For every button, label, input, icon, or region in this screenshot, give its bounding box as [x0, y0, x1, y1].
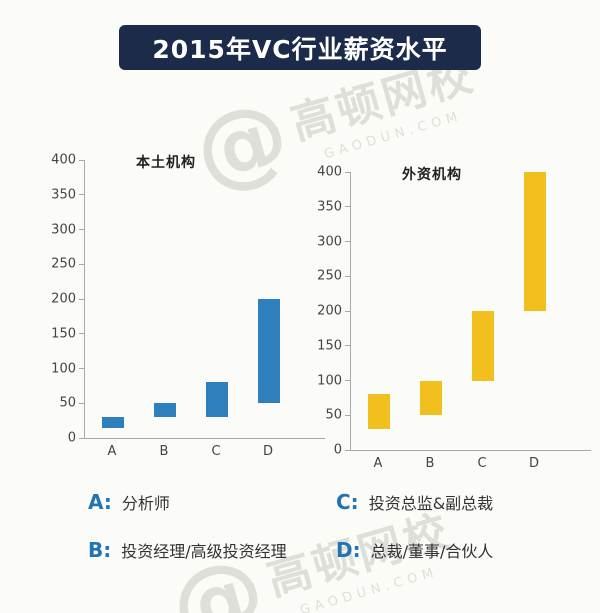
x-axis-labels: A B C D: [350, 451, 590, 473]
y-tick-mark: [79, 333, 84, 335]
chart-foreign: 外资机构 0 50 100 150 200 250 300 350 400 A B C D: [317, 166, 596, 474]
x-tick-label: A: [373, 456, 383, 471]
y-tick-label: 100: [317, 373, 342, 388]
page-title: 2015年VC行业薪资水平: [152, 34, 448, 64]
legend-key: D:: [336, 538, 361, 562]
y-axis-labels: 0 50 100 150 200 250 300 350 400: [317, 166, 350, 457]
y-tick-label: 0: [333, 442, 342, 458]
legend-item-a: A: 分析师: [88, 490, 336, 514]
y-tick-label: 250: [51, 256, 76, 272]
page-title-banner: 2015年VC行业薪资水平: [119, 25, 481, 70]
watermark-subtext: GAODUN.COM: [298, 564, 440, 613]
y-tick-mark: [345, 310, 350, 312]
range-bar-D: [258, 299, 280, 404]
x-tick-label: A: [107, 444, 117, 459]
y-tick-mark: [345, 345, 350, 347]
range-bar-A: [368, 394, 390, 430]
y-tick-mark: [79, 263, 84, 265]
range-bar-B: [154, 403, 176, 418]
y-tick-mark: [345, 171, 350, 173]
y-tick-mark: [345, 449, 350, 451]
plot-area-domestic: [79, 159, 325, 439]
chart-title-domestic: 本土机构: [136, 155, 196, 171]
legend-label: 投资经理/高级投资经理: [121, 542, 287, 561]
legend-key: B:: [88, 538, 112, 562]
y-tick-mark: [345, 380, 350, 381]
legend-item-c: C: 投资总监&副总裁: [336, 490, 560, 514]
x-tick-label: B: [425, 456, 435, 471]
x-tick-label: B: [159, 444, 169, 459]
legend: A: 分析师 B: 投资经理/高级投资经理 C: 投资总监&副总裁 D: 总裁/…: [88, 490, 560, 562]
x-tick-label: C: [211, 444, 221, 459]
x-axis-labels: A B C D: [84, 439, 324, 461]
range-bar-A: [102, 417, 124, 428]
legend-item-d: D: 总裁/董事/合伙人: [336, 538, 560, 562]
chart-domestic: 本土机构 0 50 100 150 200 250 300 350 400 A B C D: [51, 154, 330, 462]
legend-key: C:: [336, 490, 359, 514]
y-tick-mark: [79, 229, 84, 230]
y-tick-mark: [345, 275, 350, 277]
y-tick-label: 250: [317, 268, 342, 284]
y-tick-mark: [345, 414, 350, 416]
y-tick-mark: [79, 194, 84, 196]
y-tick-label: 200: [317, 303, 342, 319]
y-tick-label: 100: [51, 361, 76, 376]
watermark-subtext: GAODUN.COM: [322, 108, 464, 163]
y-tick-label: 300: [51, 222, 76, 237]
y-axis-labels: 0 50 100 150 200 250 300 350 400: [51, 154, 84, 445]
y-tick-label: 150: [51, 326, 76, 342]
x-tick-label: D: [528, 456, 540, 471]
y-tick-label: 150: [317, 338, 342, 354]
y-tick-label: 400: [51, 152, 76, 168]
y-tick-label: 50: [325, 407, 342, 423]
y-tick-label: 400: [317, 164, 342, 180]
range-bar-C: [206, 382, 228, 418]
x-tick-label: C: [477, 456, 487, 471]
y-tick-label: 50: [59, 395, 76, 411]
chart-title-foreign: 外资机构: [402, 167, 462, 183]
legend-item-b: B: 投资经理/高级投资经理: [88, 538, 336, 562]
range-bar-C: [472, 311, 494, 381]
legend-label: 投资总监&副总裁: [368, 494, 494, 513]
y-tick-label: 350: [317, 199, 342, 215]
x-tick-label: D: [262, 444, 274, 459]
range-bar-D: [524, 172, 546, 311]
y-tick-mark: [79, 437, 84, 439]
y-tick-mark: [345, 241, 350, 242]
legend-key: A:: [88, 490, 112, 514]
y-tick-mark: [345, 206, 350, 208]
y-tick-mark: [79, 368, 84, 369]
y-tick-mark: [79, 402, 84, 404]
y-tick-label: 200: [51, 291, 76, 307]
y-tick-mark: [79, 298, 84, 300]
y-tick-label: 300: [317, 234, 342, 249]
y-tick-label: 0: [67, 430, 76, 446]
y-tick-mark: [79, 159, 84, 161]
legend-label: 总裁/董事/合伙人: [370, 542, 494, 561]
range-bar-B: [420, 380, 442, 416]
legend-label: 分析师: [121, 494, 170, 513]
y-tick-label: 350: [51, 187, 76, 203]
plot-area-foreign: [345, 171, 591, 451]
